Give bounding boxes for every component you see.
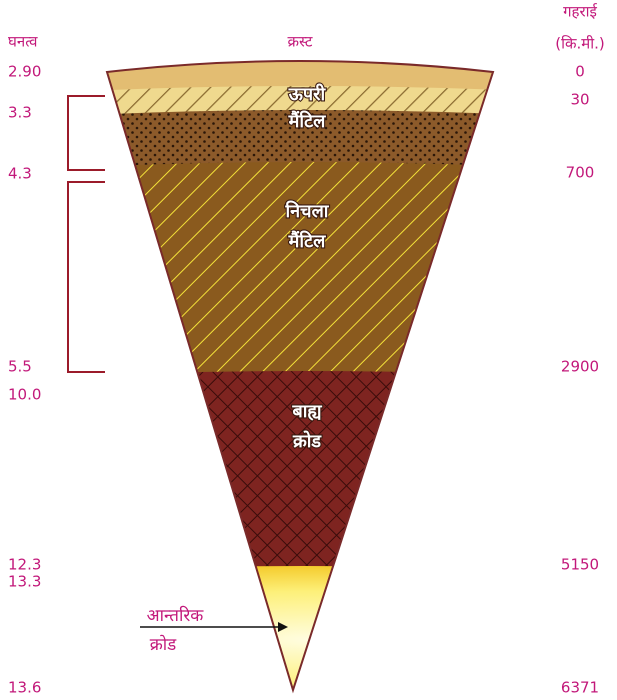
density: 10.0 <box>8 386 41 404</box>
inner-core-label: क्रोड <box>150 634 177 655</box>
density: 13.6 <box>8 679 41 697</box>
depth-header: गहराई <box>563 3 598 21</box>
earth-interior-diagram: घनत्व क्रस्ट गहराई (कि.मी.) 2.90 3.3 4.3… <box>0 0 617 700</box>
depth: 700 <box>566 164 595 182</box>
density: 5.5 <box>8 358 32 376</box>
lower-mantle-bracket <box>68 182 105 372</box>
density-header: घनत्व <box>8 33 38 51</box>
wedge-layers <box>0 61 617 700</box>
layer-label: मैंटिल <box>288 110 326 132</box>
density: 12.3 <box>8 556 41 574</box>
inner-core-label: आन्तरिक <box>147 605 205 626</box>
layer-label: मैंटिल <box>288 230 326 252</box>
layer-label: क्रोड <box>292 430 322 452</box>
layer-label: बाह्य <box>291 401 322 422</box>
depth: 5150 <box>561 556 599 574</box>
density: 4.3 <box>8 165 32 183</box>
depth: 30 <box>570 91 589 109</box>
layer-label: निचला <box>285 200 330 222</box>
density: 3.3 <box>8 104 32 122</box>
density: 13.3 <box>8 573 41 591</box>
layer-label: ऊपरी <box>288 83 327 105</box>
upper-mantle-bracket <box>68 96 105 170</box>
depth: 2900 <box>561 358 599 376</box>
depth: 0 <box>575 63 585 81</box>
inner-core <box>0 566 617 700</box>
crust-header: क्रस्ट <box>288 33 313 51</box>
depth-unit: (कि.मी.) <box>555 35 605 53</box>
density: 2.90 <box>8 63 41 81</box>
depth: 6371 <box>561 679 599 697</box>
